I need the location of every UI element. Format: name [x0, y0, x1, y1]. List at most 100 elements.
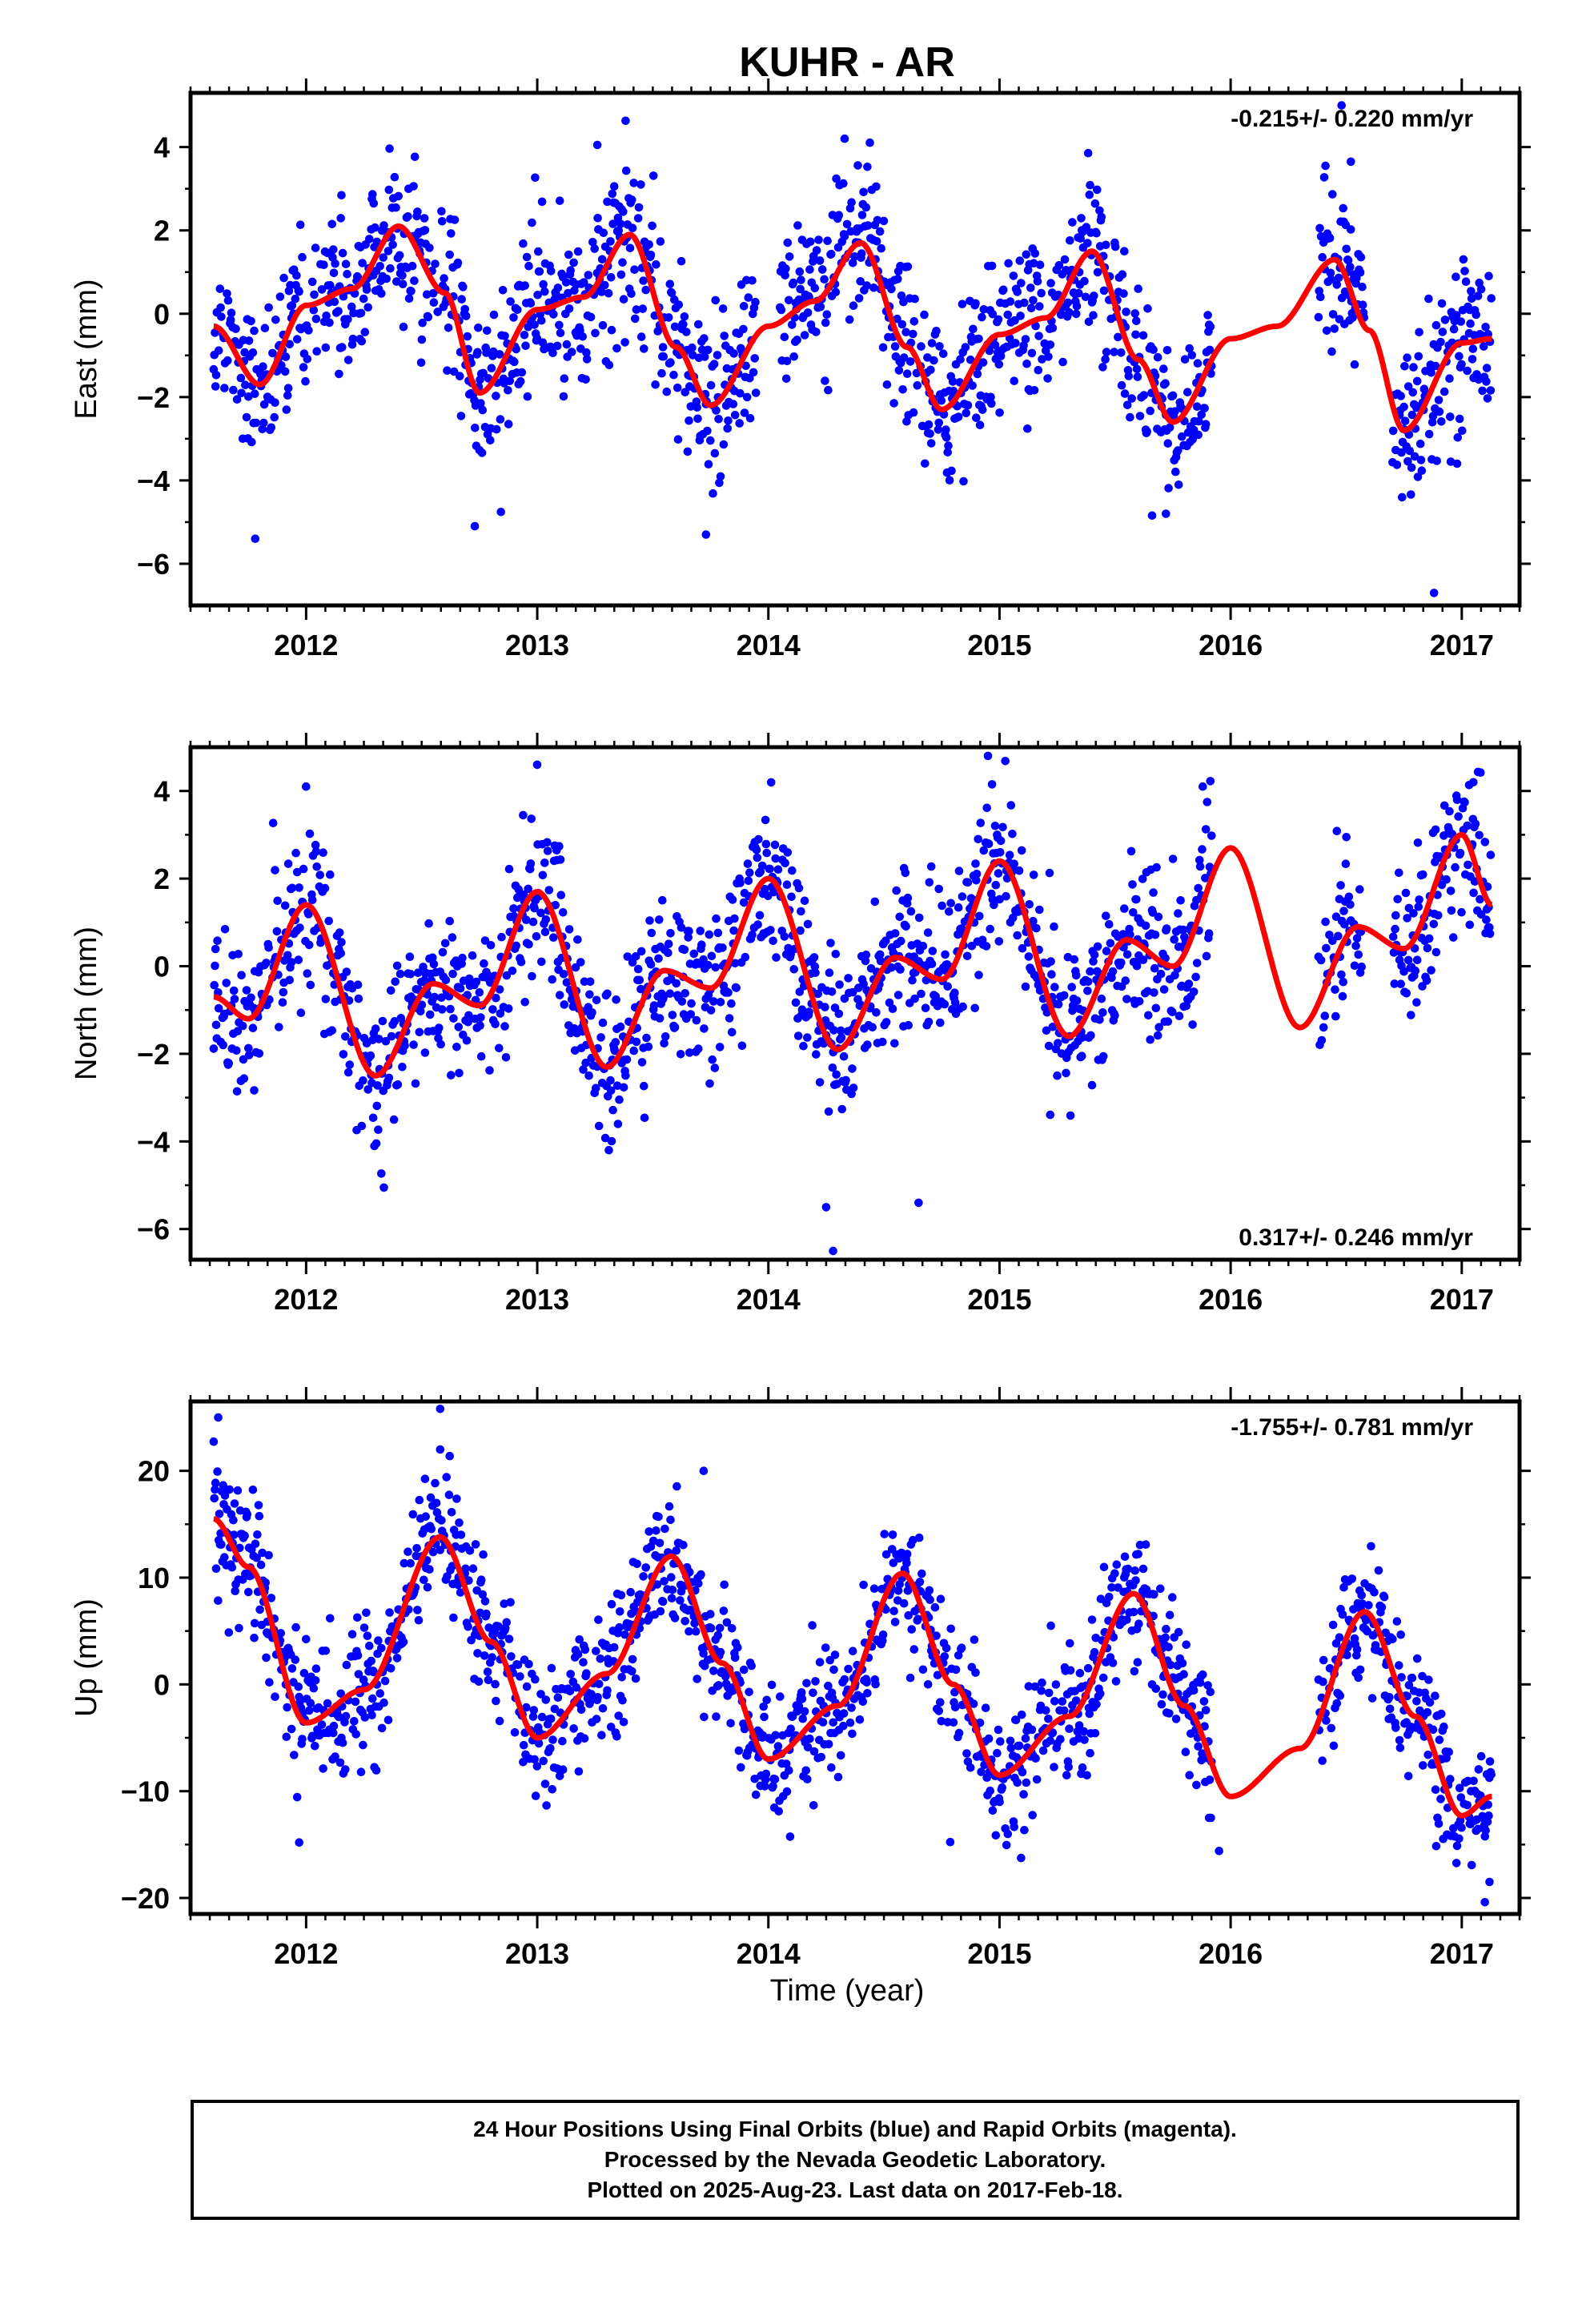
data-point [1038, 1746, 1048, 1755]
data-point [606, 237, 615, 246]
data-point [604, 1145, 613, 1155]
data-point [390, 172, 400, 182]
data-point [546, 1714, 556, 1723]
data-point [1471, 819, 1480, 829]
data-point [1070, 955, 1079, 964]
data-point [1149, 345, 1158, 355]
data-point [606, 1076, 615, 1085]
data-point [1206, 1687, 1215, 1697]
data-point [1065, 1724, 1074, 1733]
data-point [580, 1734, 589, 1743]
data-point [285, 975, 295, 985]
data-point [1423, 943, 1432, 953]
data-point [917, 342, 926, 351]
data-point [840, 231, 849, 241]
data-point [495, 1716, 504, 1726]
data-point [564, 925, 574, 934]
data-point [634, 203, 644, 212]
data-point [1110, 348, 1118, 356]
data-point [954, 903, 963, 912]
data-point [581, 375, 590, 384]
data-point [295, 1838, 304, 1847]
data-point [774, 1807, 783, 1816]
data-point [865, 138, 874, 147]
data-point [410, 152, 420, 162]
data-point [418, 318, 427, 328]
data-point [244, 336, 254, 345]
data-point [633, 964, 643, 974]
data-point [651, 380, 660, 389]
data-point [1377, 1602, 1387, 1612]
data-point [247, 993, 255, 1003]
data-point [739, 324, 748, 334]
y-tick-label: −2 [137, 1038, 170, 1071]
data-point [785, 1832, 795, 1841]
data-point [811, 1677, 820, 1686]
data-point [1046, 1621, 1055, 1630]
data-point [476, 1051, 486, 1061]
data-point [637, 1058, 647, 1067]
data-point [1437, 417, 1446, 426]
data-point [1122, 1615, 1131, 1624]
data-point [1085, 190, 1094, 199]
data-point [1126, 930, 1134, 939]
data-point [1018, 1767, 1027, 1777]
data-point [947, 466, 956, 476]
data-point [667, 1573, 676, 1582]
data-point [1330, 324, 1339, 333]
data-point [607, 1599, 616, 1609]
data-point [1141, 1540, 1150, 1549]
data-point [375, 262, 385, 271]
data-point [901, 328, 910, 337]
data-point [930, 356, 938, 365]
data-point [982, 942, 991, 951]
data-point [561, 278, 571, 287]
data-point [628, 223, 637, 233]
data-point [861, 203, 871, 212]
data-point [1129, 1607, 1138, 1617]
data-point [704, 460, 713, 468]
data-point [685, 927, 693, 935]
data-point [718, 304, 728, 313]
data-point [902, 1558, 911, 1568]
data-point [1481, 323, 1490, 332]
data-point [949, 1718, 958, 1727]
data-point [224, 1628, 234, 1637]
data-point [767, 1680, 777, 1690]
data-point [412, 1544, 421, 1553]
data-point [1385, 1693, 1394, 1702]
data-point [745, 868, 754, 877]
data-point [529, 1706, 539, 1715]
data-point [428, 953, 437, 963]
data-point [279, 987, 288, 997]
data-point [1037, 288, 1046, 298]
data-point [1364, 1601, 1373, 1610]
data-point [558, 1765, 568, 1774]
data-point [1342, 244, 1351, 254]
data-point [1048, 324, 1058, 332]
data-point [1121, 976, 1130, 985]
x-tick-label: 2014 [737, 1283, 801, 1316]
data-point [1197, 410, 1206, 420]
data-point [930, 1602, 940, 1612]
data-point [1412, 955, 1422, 964]
data-point [445, 1451, 454, 1461]
data-point [250, 1618, 259, 1628]
data-point [244, 1043, 253, 1053]
data-point [598, 320, 608, 330]
data-point [679, 1541, 688, 1550]
data-point [1192, 959, 1202, 967]
data-point [972, 876, 981, 885]
data-point [309, 1683, 319, 1693]
data-point [1105, 1592, 1114, 1602]
data-point [686, 1010, 696, 1019]
data-point [1468, 355, 1477, 364]
data-point [351, 1730, 361, 1739]
data-point [968, 381, 977, 390]
data-point [984, 839, 994, 849]
data-point [1037, 1687, 1046, 1695]
data-point [1456, 848, 1465, 858]
data-point [1080, 276, 1089, 286]
data-point [379, 1698, 388, 1707]
data-point [649, 1001, 659, 1010]
